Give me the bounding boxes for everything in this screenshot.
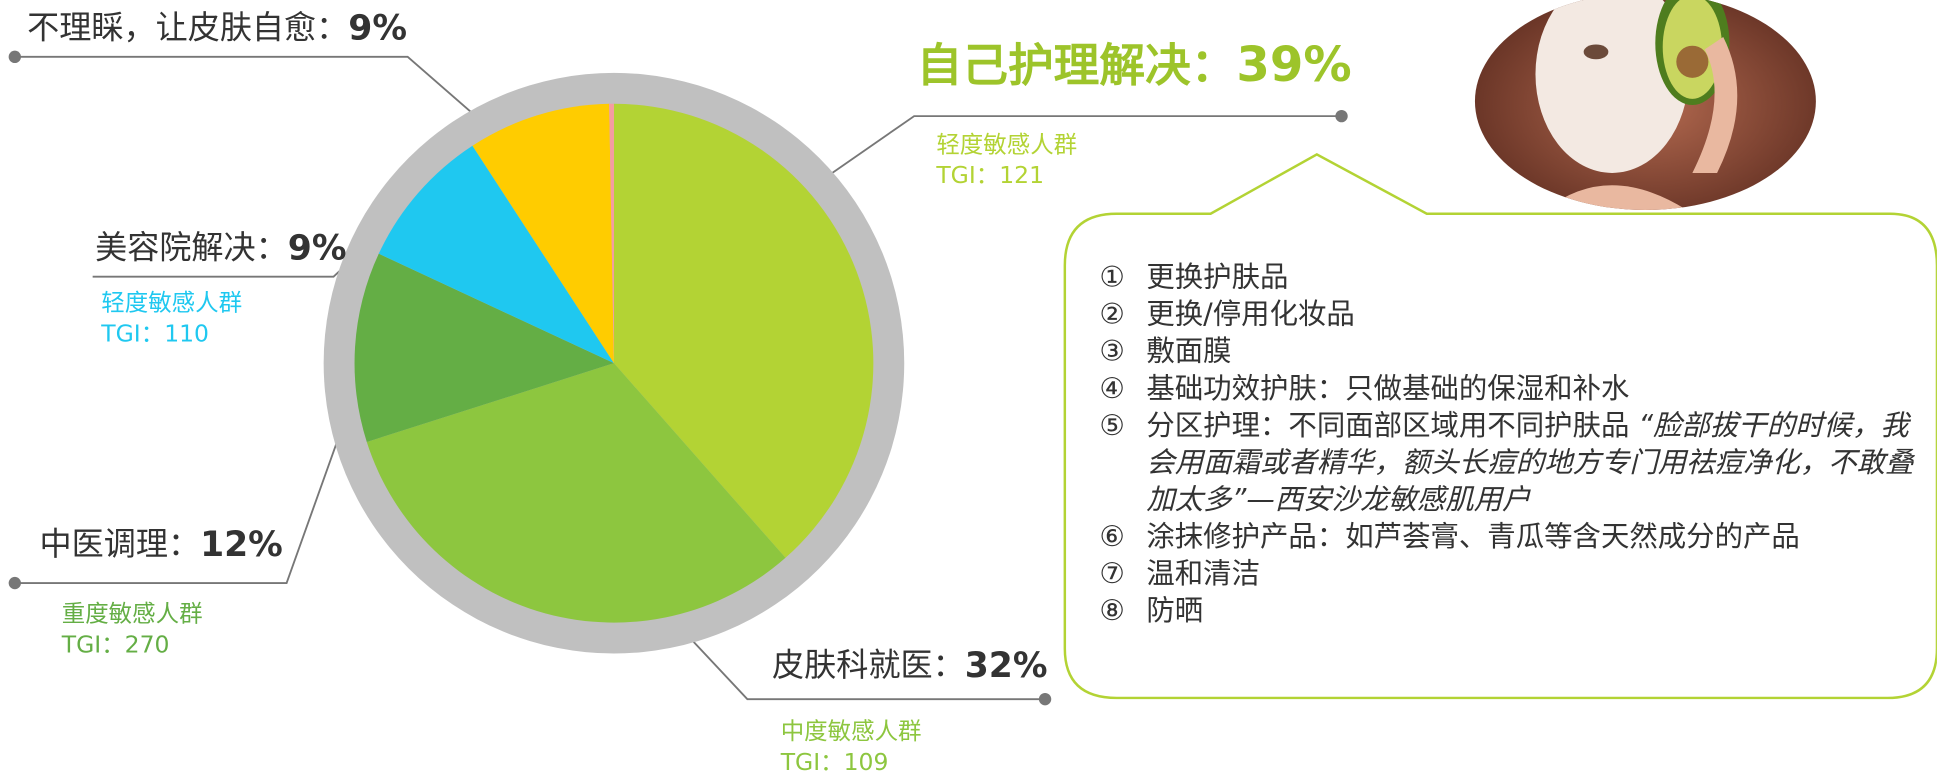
slice-label: 自己护理解决：39% bbox=[917, 37, 1352, 93]
slice-name: 不理睬，让皮肤自愈： bbox=[27, 9, 348, 47]
list-item: ⑦ 温和清洁 bbox=[1099, 556, 1927, 593]
annotation-tgi: TGI：109 bbox=[780, 748, 889, 776]
item-body: 防晒 bbox=[1146, 593, 1203, 630]
slice-label: 不理睬，让皮肤自愈：9% bbox=[27, 8, 407, 48]
pie-slice bbox=[354, 253, 614, 442]
annotation-group: 轻度敏感人群 bbox=[936, 130, 1077, 158]
slice-value: 9% bbox=[348, 8, 407, 48]
slice-label: 皮肤科就医：32% bbox=[772, 646, 1047, 686]
photo bbox=[1474, 0, 1816, 211]
list-item: ⑥ 涂抹修护产品：如芦荟膏、青瓜等含天然成分的产品 bbox=[1099, 519, 1927, 556]
item-body: 更换护肤品 bbox=[1146, 259, 1288, 296]
callout-list: ① 更换护肤品 ② 更换/停用化妆品 ③ 敷面膜 ④ 基础功效护肤：只做基础的保湿和补水 ⑤ 分区… bbox=[1099, 259, 1927, 630]
item-text: 更换护肤品 bbox=[1146, 261, 1289, 295]
item-marker: ② bbox=[1099, 298, 1125, 332]
item-body: 涂抹修护产品：如芦荟膏、青瓜等含天然成分的产品 bbox=[1146, 519, 1799, 556]
slice-name: 皮肤科就医： bbox=[772, 646, 965, 684]
item-quote: “脸部拔干的时候，我会用面霜或者精华，额头长痘的地方专门用祛痘净化，不敢叠加太多… bbox=[1146, 410, 1914, 517]
slice-value: 32% bbox=[965, 646, 1048, 686]
item-body: 分区护理：不同面部区域用不同护肤品 “脸部拔干的时候，我会用面霜或者精华，额头长… bbox=[1146, 408, 1927, 519]
item-body: 更换/停用化妆品 bbox=[1146, 296, 1354, 333]
list-item: ② 更换/停用化妆品 bbox=[1099, 296, 1927, 333]
item-marker: ⑤ bbox=[1099, 410, 1125, 443]
pie-slice bbox=[472, 103, 614, 364]
slice-name: 美容院解决： bbox=[95, 229, 288, 267]
pie-slice bbox=[609, 103, 614, 364]
item-text: 更换/停用化妆品 bbox=[1146, 298, 1355, 332]
list-item: ④ 基础功效护肤：只做基础的保湿和补水 bbox=[1099, 371, 1927, 408]
pie-slice bbox=[366, 363, 786, 623]
item-body: 温和清洁 bbox=[1146, 556, 1260, 593]
slice-value: 12% bbox=[200, 525, 283, 565]
pie-slice bbox=[613, 103, 874, 558]
item-text: 分区护理：不同面部区域用不同护肤品 bbox=[1146, 410, 1630, 443]
item-marker: ⑦ bbox=[1099, 558, 1125, 591]
item-text: 基础功效护肤：只做基础的保湿和补水 bbox=[1146, 373, 1630, 406]
list-item: ③ 敷面膜 bbox=[1099, 334, 1927, 371]
item-body: 基础功效护肤：只做基础的保湿和补水 bbox=[1146, 371, 1629, 408]
item-text: 温和清洁 bbox=[1146, 558, 1261, 591]
item-marker: ④ bbox=[1099, 373, 1125, 406]
annotation-group: 轻度敏感人群 bbox=[101, 288, 242, 316]
slice-value: 9% bbox=[288, 228, 347, 268]
item-text: 防晒 bbox=[1146, 595, 1204, 628]
item-marker: ⑥ bbox=[1099, 521, 1125, 554]
pie-slice bbox=[378, 145, 614, 364]
slice-name: 中医调理： bbox=[40, 525, 201, 563]
annotation-group: 中度敏感人群 bbox=[781, 717, 922, 745]
list-item: ① 更换护肤品 bbox=[1099, 259, 1927, 296]
slice-value: 39% bbox=[1236, 37, 1351, 93]
leader-dots bbox=[8, 50, 1348, 706]
item-body: 敷面膜 bbox=[1146, 334, 1231, 371]
annotation-tgi: TGI：121 bbox=[935, 161, 1044, 189]
item-marker: ① bbox=[1099, 261, 1125, 295]
item-marker: ③ bbox=[1099, 336, 1125, 369]
annotation-tgi: TGI：270 bbox=[61, 631, 170, 659]
annotation-tgi: TGI：110 bbox=[100, 319, 209, 347]
slice-label: 美容院解决：9% bbox=[95, 228, 346, 268]
list-item: ⑤ 分区护理：不同面部区域用不同护肤品 “脸部拔干的时候，我会用面霜或者精华，额头… bbox=[1099, 408, 1927, 519]
list-item: ⑧ 防晒 bbox=[1099, 593, 1927, 630]
annotation-group: 重度敏感人群 bbox=[62, 600, 203, 628]
item-text: 敷面膜 bbox=[1146, 336, 1232, 369]
slice-name: 自己护理解决： bbox=[917, 38, 1237, 91]
item-text: 涂抹修护产品：如芦荟膏、青瓜等含天然成分的产品 bbox=[1146, 521, 1800, 554]
leader-lines bbox=[14, 55, 1342, 701]
slice-label: 中医调理：12% bbox=[40, 525, 283, 565]
item-marker: ⑧ bbox=[1099, 595, 1125, 628]
